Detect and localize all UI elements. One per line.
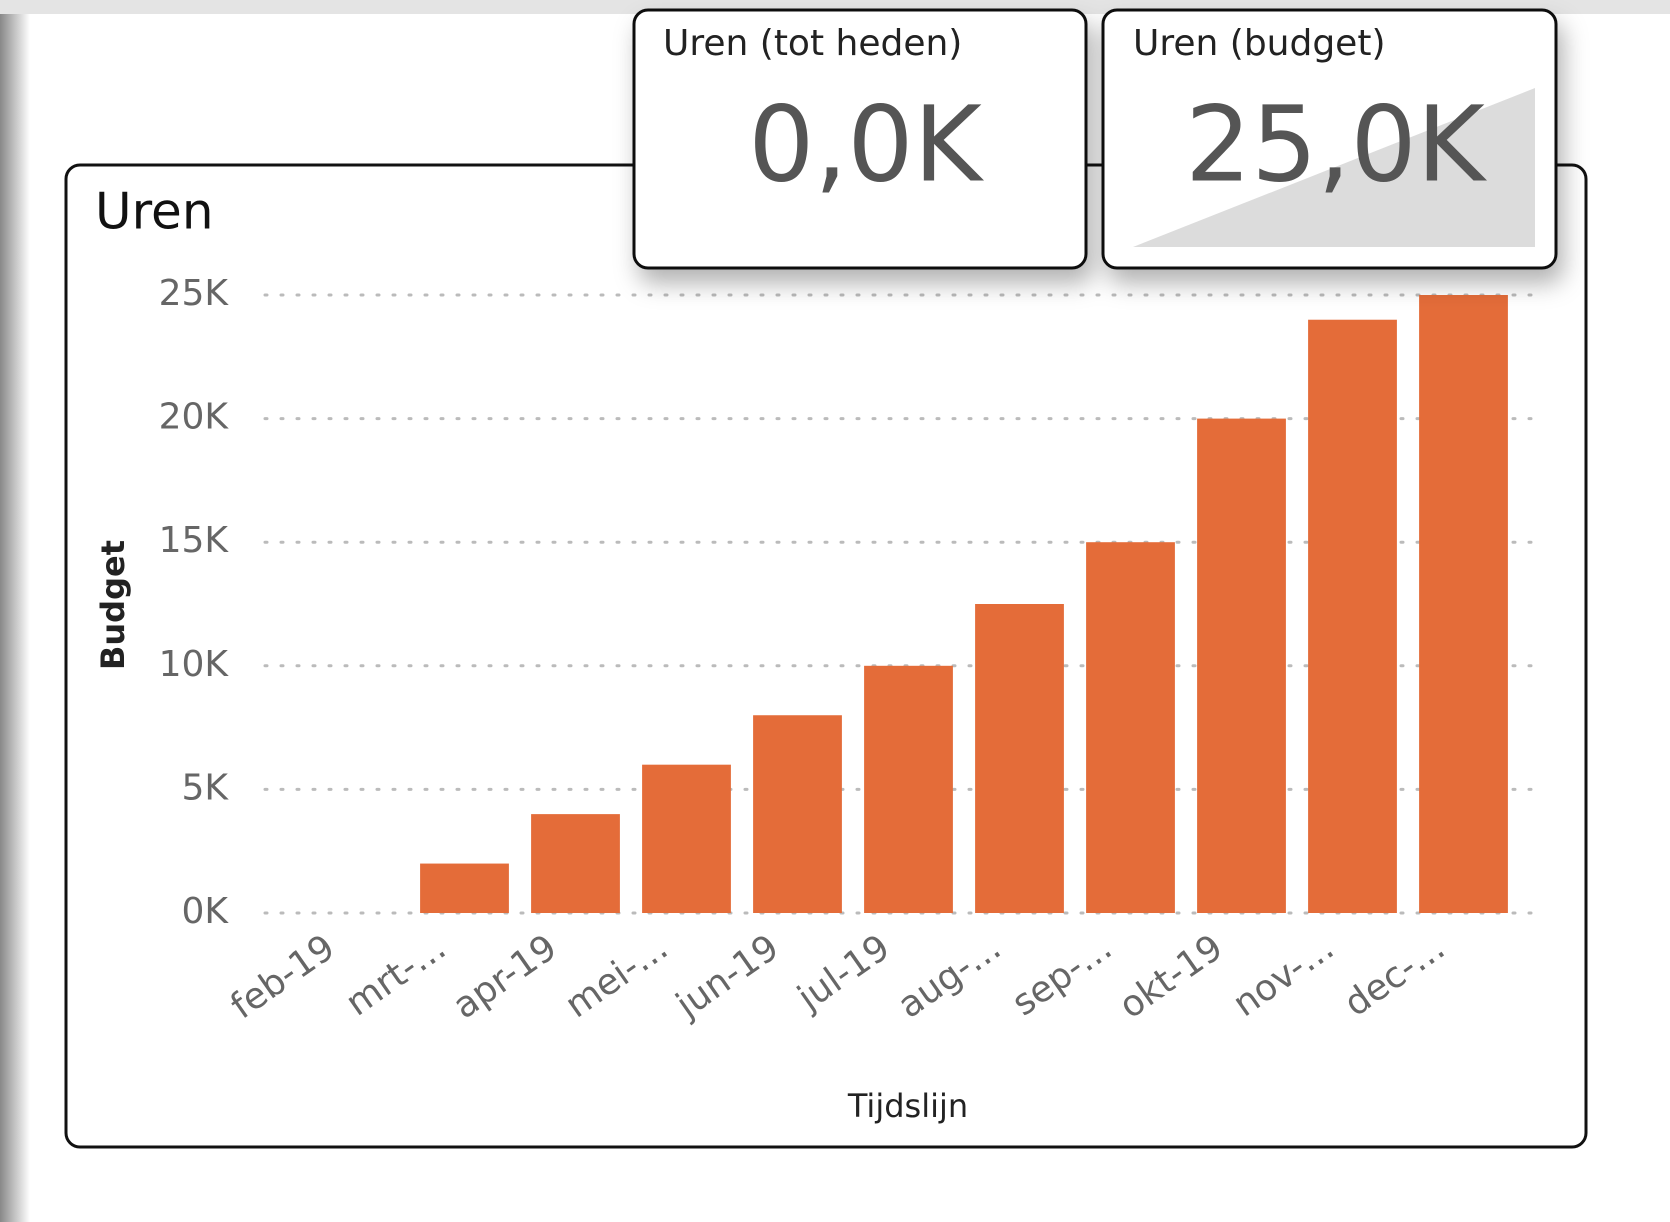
chart-title: Uren bbox=[95, 183, 214, 241]
y-tick-label: 25K bbox=[159, 273, 230, 314]
bar bbox=[753, 715, 842, 913]
card-title: Uren (tot heden) bbox=[663, 23, 962, 64]
x-axis-label: Tijdslijn bbox=[847, 1087, 968, 1125]
y-tick-label: 5K bbox=[181, 767, 229, 808]
sparkline-area bbox=[1133, 88, 1535, 247]
card-value: 0,0K bbox=[748, 83, 984, 205]
side-shadow bbox=[0, 0, 30, 1222]
bar bbox=[1419, 295, 1508, 913]
y-tick-label: 20K bbox=[159, 397, 230, 438]
card bbox=[632, 8, 1088, 270]
y-tick-label: 0K bbox=[181, 891, 229, 932]
card-title: Uren (budget) bbox=[1133, 23, 1386, 64]
bar bbox=[1308, 319, 1397, 914]
bar bbox=[864, 665, 953, 913]
card-value: 25,0K bbox=[1185, 83, 1488, 205]
bar bbox=[1086, 542, 1175, 913]
bar bbox=[975, 604, 1064, 913]
bar bbox=[1197, 418, 1286, 913]
bar bbox=[531, 814, 620, 913]
y-tick-label: 15K bbox=[159, 520, 230, 561]
y-tick-label: 10K bbox=[159, 644, 230, 685]
bar bbox=[642, 764, 731, 913]
bar bbox=[420, 863, 509, 913]
y-axis-label: Budget bbox=[94, 540, 132, 670]
